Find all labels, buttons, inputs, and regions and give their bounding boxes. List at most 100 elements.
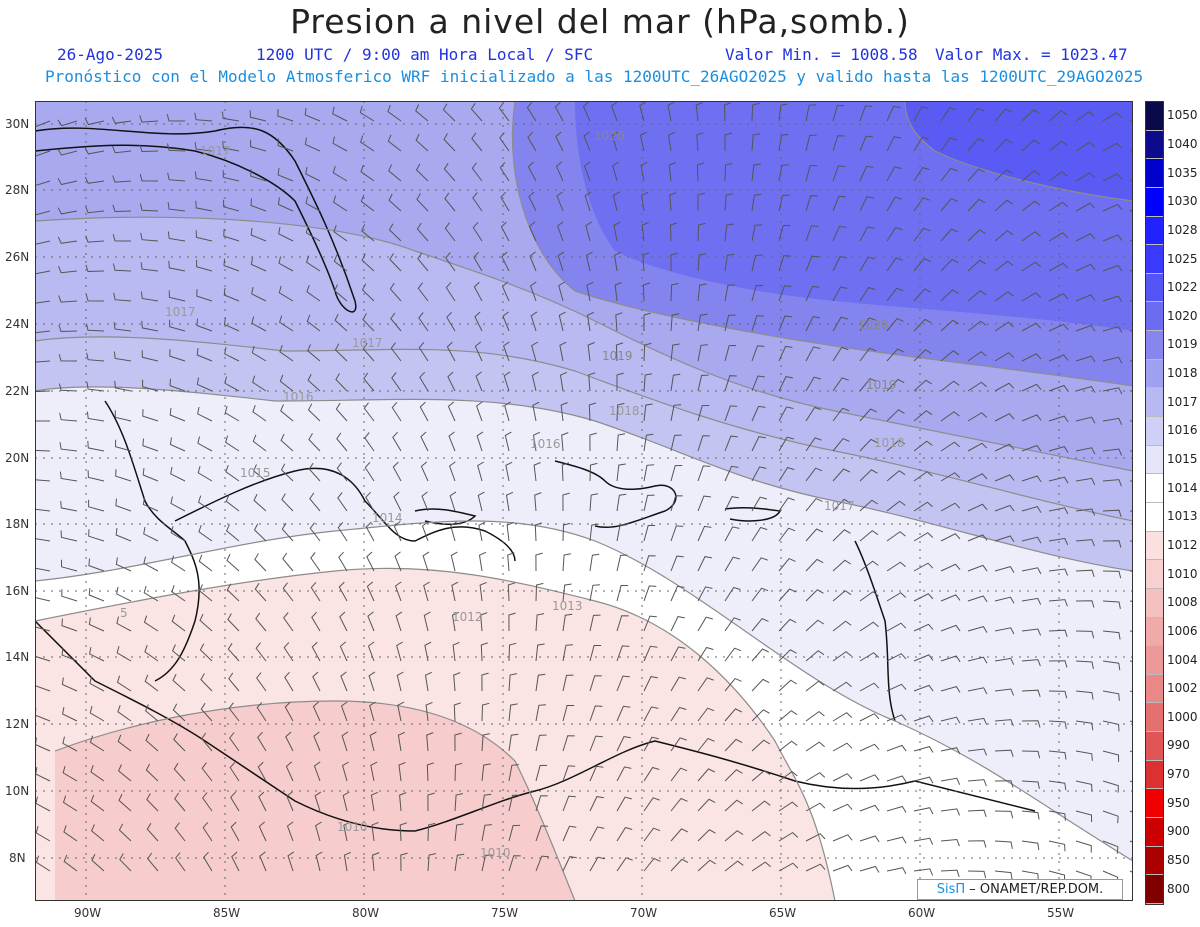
wind-barb <box>222 140 240 152</box>
wind-barb <box>91 853 105 872</box>
wind-barb <box>454 853 465 872</box>
wind-barb <box>940 686 961 693</box>
wind-barb <box>967 168 986 182</box>
wind-barb <box>363 402 375 422</box>
wind-barb <box>940 502 961 512</box>
wind-barb <box>584 191 592 212</box>
wind-barb <box>913 318 932 332</box>
wind-barb <box>724 617 741 632</box>
wind-barb <box>751 496 768 512</box>
wind-barb <box>1075 263 1096 272</box>
wind-barb <box>169 349 186 362</box>
wind-barb <box>1102 750 1120 763</box>
wind-barb <box>142 438 159 452</box>
wind-barb <box>859 804 880 812</box>
wind-barb <box>1048 415 1069 423</box>
wind-barb <box>805 406 822 422</box>
wind-barb <box>805 225 819 242</box>
wind-barb <box>113 351 132 362</box>
wind-barb <box>778 527 796 542</box>
wind-barbs <box>35 101 1133 885</box>
wind-barb <box>443 133 456 152</box>
wind-barb <box>143 526 159 542</box>
wind-barb <box>832 225 847 242</box>
wind-barb <box>751 800 771 812</box>
wind-barb <box>724 677 742 692</box>
wind-barb <box>504 401 511 422</box>
wind-barb <box>697 556 712 572</box>
wind-barb <box>35 649 51 662</box>
wind-barb <box>832 407 850 422</box>
wind-barb <box>859 135 873 152</box>
wind-barb <box>421 491 429 512</box>
wind-barb <box>751 830 771 842</box>
wind-barb <box>505 461 513 482</box>
wind-barb <box>1021 567 1042 575</box>
wind-barb <box>994 566 1015 573</box>
wind-barb <box>642 282 651 302</box>
wind-barb <box>142 409 159 422</box>
wind-barb <box>89 647 105 662</box>
lat-label: 18N <box>5 517 30 531</box>
wind-barb <box>252 405 267 422</box>
wind-barb <box>252 434 267 452</box>
wind-barb <box>369 701 376 722</box>
wind-barb <box>529 251 537 272</box>
wind-barb <box>35 449 51 452</box>
colorbar-level-label: 1030 <box>1167 194 1198 209</box>
wind-barb <box>832 377 849 392</box>
colorbar-level-label: 1013 <box>1167 509 1198 524</box>
wind-barb <box>724 769 743 782</box>
wind-barb <box>62 795 78 812</box>
wind-barb <box>832 773 853 782</box>
colorbar-level-label: 1035 <box>1167 165 1198 180</box>
wind-barb <box>967 626 988 633</box>
wind-barb <box>697 192 705 211</box>
wind-barb <box>147 852 159 872</box>
wind-barb <box>994 382 1015 392</box>
wind-barb <box>229 732 240 752</box>
wind-barb <box>312 701 321 722</box>
wind-barb <box>145 763 159 782</box>
wind-barb <box>859 196 875 212</box>
wind-barb <box>1075 111 1095 122</box>
wind-barb <box>112 234 132 242</box>
isobar-label: 5 <box>120 606 128 620</box>
wind-barb <box>778 679 798 692</box>
wind-barb <box>967 107 985 122</box>
wind-barb <box>1102 509 1122 518</box>
wind-barb <box>304 107 321 122</box>
lat-label: 14N <box>5 650 30 664</box>
wind-barb <box>616 493 627 512</box>
wind-barb <box>643 827 661 842</box>
wind-barb <box>697 344 709 362</box>
isobar-label: 1014 <box>372 511 403 525</box>
min-value-label: Valor Min. = 1008.58 <box>725 45 918 64</box>
wind-barb <box>778 285 792 302</box>
wind-barb <box>832 651 852 662</box>
wind-barb <box>253 493 267 512</box>
wind-barb <box>89 676 105 692</box>
wind-barb <box>994 169 1013 182</box>
wind-barb <box>171 585 186 602</box>
wind-barb <box>724 708 743 722</box>
wind-barb <box>643 615 657 632</box>
wind-barb <box>967 779 987 787</box>
wind-barb <box>805 833 826 842</box>
wind-barb <box>1048 750 1067 760</box>
lon-label: 60W <box>908 906 936 920</box>
wind-barb <box>697 253 707 272</box>
wind-barb <box>505 491 514 512</box>
wind-barb <box>940 655 961 663</box>
wind-barb <box>277 109 294 122</box>
wind-barb <box>199 643 213 662</box>
wind-barb <box>805 285 820 302</box>
wind-barb <box>535 855 549 872</box>
wind-barb <box>254 582 267 602</box>
wind-barb <box>361 224 375 242</box>
wind-barb <box>859 865 880 873</box>
wind-barb <box>641 191 649 212</box>
wind-barb <box>1021 231 1041 242</box>
isobar-label: 1013 <box>552 599 583 613</box>
wind-barb <box>994 230 1014 242</box>
